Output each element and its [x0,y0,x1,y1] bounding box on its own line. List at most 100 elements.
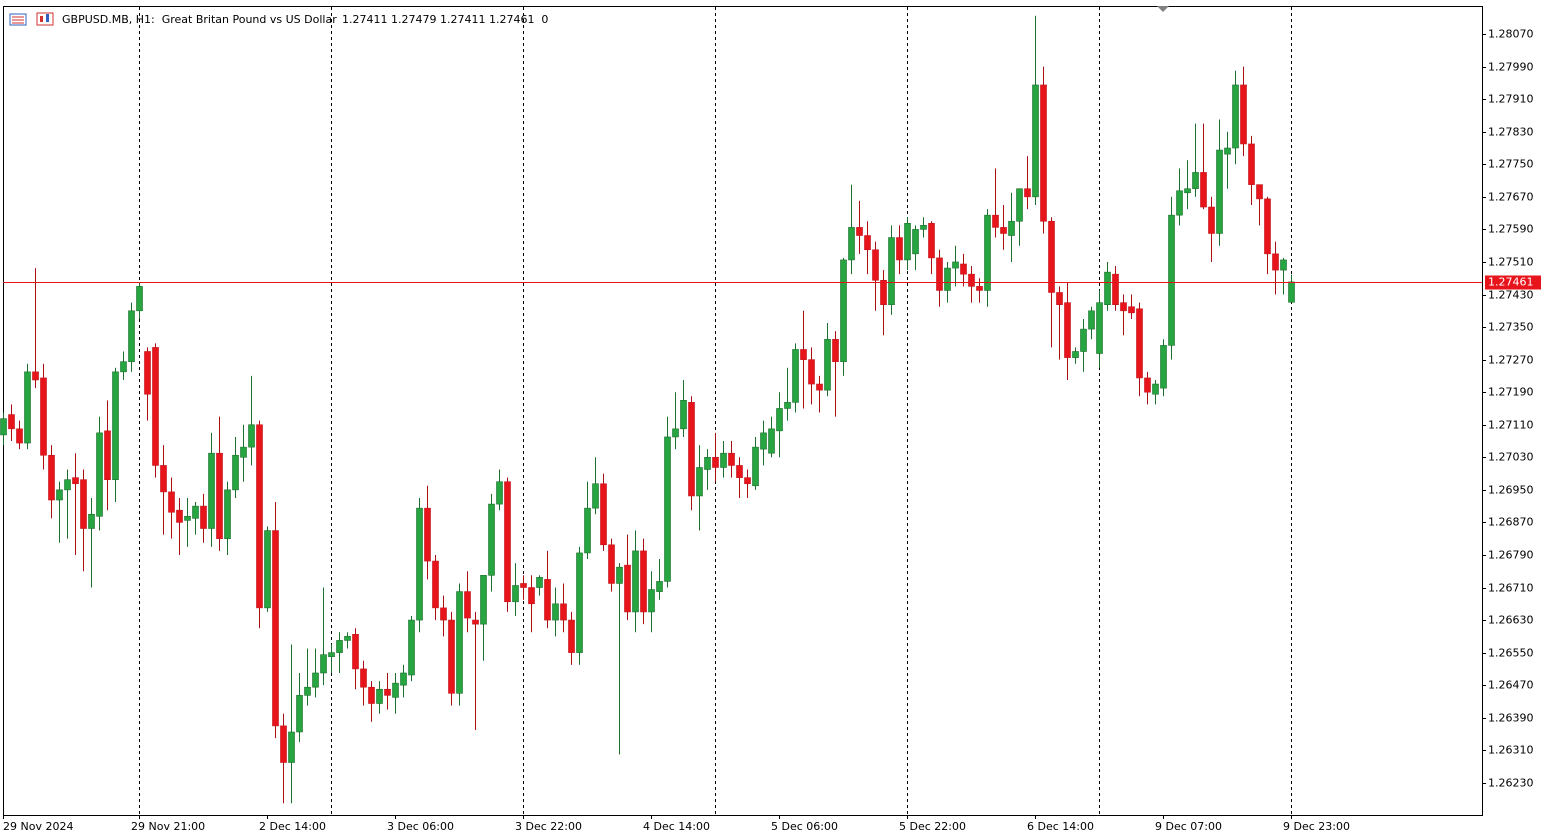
candle-body [840,259,847,362]
candle-body [960,263,967,275]
x-tick-label: 29 Nov 21:00 [131,820,205,833]
candle-body [280,725,287,763]
candle-body [632,550,639,613]
candle-body [1184,188,1191,194]
x-tick-label: 29 Nov 2024 [3,820,73,833]
candle-body [8,414,15,430]
candle-body [1176,190,1183,216]
ohlc-info: 1.27411 1.27479 1.27411 1.27461 0 [342,13,548,26]
candle-body [600,483,607,546]
candle-body [64,479,71,491]
candle-body [440,607,447,621]
candle-body [816,383,823,391]
candle-body [152,347,159,466]
candle-body [456,591,463,694]
candle-body [864,235,871,251]
y-tick-label: 1.26550 [1488,647,1534,660]
candle-body [1160,345,1167,389]
candle-body [176,509,183,523]
candle-body [208,452,215,529]
x-tick-label: 3 Dec 06:00 [387,820,454,833]
y-tick-label: 1.28070 [1488,28,1534,41]
candle-body [48,454,55,501]
candle-body [1128,306,1135,314]
candle-body [744,477,751,485]
candle-body [568,619,575,653]
candle-body [528,587,535,605]
symbol-icon [9,12,54,26]
candle-body [880,279,887,305]
candle-body [184,516,191,521]
candle-body [1168,214,1175,346]
candle-body [1040,84,1047,222]
candle-body [896,237,903,261]
candle-body [1120,302,1127,312]
shift-marker [1157,6,1169,12]
candle-body [592,483,599,509]
candle-body [328,652,335,657]
candle-body [1088,310,1095,330]
candle-body [432,560,439,609]
y-tick-label: 1.27430 [1488,289,1534,302]
candle-body [104,430,111,480]
candle-body [664,436,671,582]
price-label-box [1485,275,1541,290]
candle-body [1072,351,1079,358]
candle-body [344,636,351,641]
candle-body [720,452,727,468]
candles [0,15,1295,804]
candle-body [1064,302,1071,358]
x-tick-label: 4 Dec 14:00 [643,820,710,833]
candle-body [576,552,583,653]
candle-body [728,452,735,466]
candle-body [520,583,527,588]
candle-body [24,371,31,444]
y-tick-label: 1.27670 [1488,191,1534,204]
candle-body [488,503,495,576]
candle-body [1008,220,1015,236]
candle-body [464,591,471,619]
y-tick-label: 1.27270 [1488,354,1534,367]
price-label: 1.27461 [1488,276,1534,289]
candle-body [1048,220,1055,293]
candle-body [1280,259,1287,271]
y-tick-label: 1.27110 [1488,419,1534,432]
candle-body [232,454,239,491]
candle-body [376,688,383,704]
candle-body [88,513,95,529]
candle-body [944,267,951,291]
candle-body [672,428,679,438]
candle-body [936,257,943,291]
candle-body [496,481,503,505]
candle-body [216,452,223,539]
x-tick-label: 2 Dec 14:00 [259,820,326,833]
candle-body [1136,308,1143,379]
candle-body [536,577,543,588]
y-tick-label: 1.27830 [1488,126,1534,139]
candle-body [952,261,959,269]
candle-body [336,640,343,653]
candle-body [800,349,807,360]
candle-body [680,400,687,430]
candle-body [240,446,247,458]
candle-body [296,695,303,733]
y-tick-label: 1.27350 [1488,321,1534,334]
candle-body [584,507,591,554]
candle-body [920,225,927,230]
candle-body [712,456,719,468]
candle-body [368,686,375,704]
y-tick-label: 1.26390 [1488,712,1534,725]
candle-body [160,465,167,493]
candle-body [1224,147,1231,155]
candle-body [112,371,119,480]
candle-body [424,507,431,562]
candle-body [96,432,103,517]
x-tick-label: 5 Dec 22:00 [899,820,966,833]
candle-body [264,530,271,609]
candle-body [544,579,551,621]
candle-body [1256,184,1263,200]
candle-body [448,619,455,694]
candle-body [392,682,399,698]
candle-body [32,371,39,381]
